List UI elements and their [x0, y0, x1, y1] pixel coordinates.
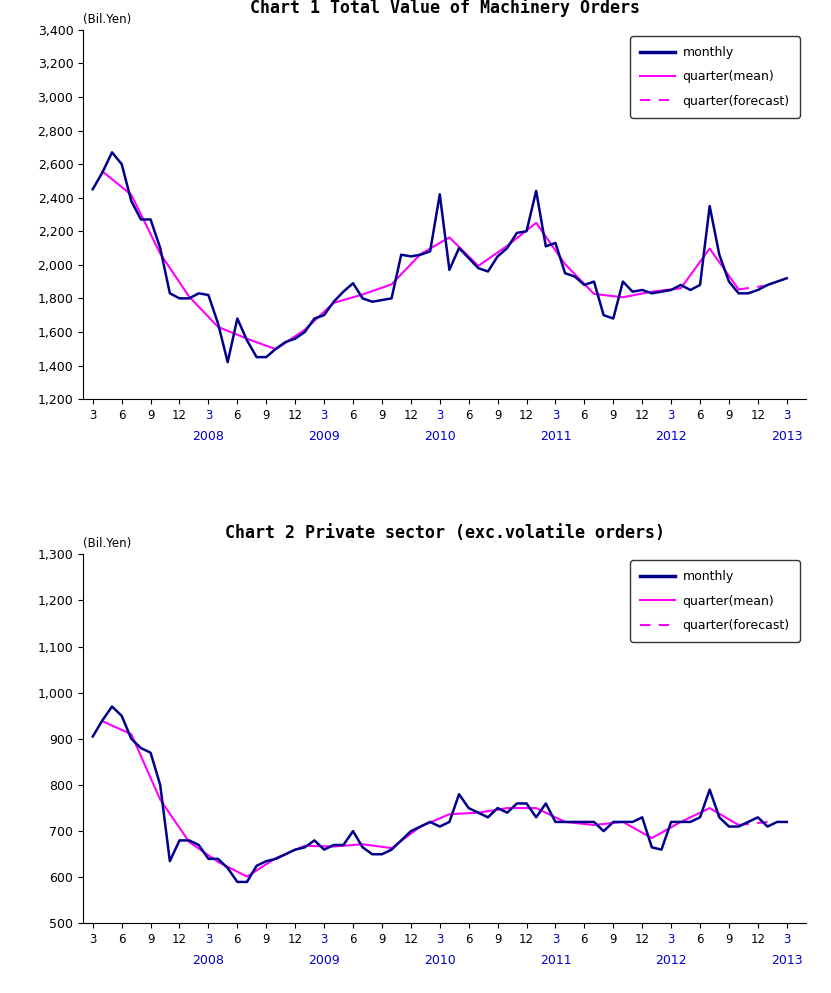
Legend: monthly, quarter(mean), quarter(forecast): monthly, quarter(mean), quarter(forecast… [630, 560, 799, 641]
Text: 2008: 2008 [193, 954, 224, 967]
Text: 2011: 2011 [539, 430, 571, 443]
Text: 2012: 2012 [656, 954, 687, 967]
Legend: monthly, quarter(mean), quarter(forecast): monthly, quarter(mean), quarter(forecast… [630, 36, 799, 117]
Text: (Bil.Yen): (Bil.Yen) [83, 537, 131, 550]
Text: 2010: 2010 [424, 954, 455, 967]
Title: Chart 2 Private sector (exc.volatile orders): Chart 2 Private sector (exc.volatile ord… [224, 523, 665, 541]
Text: 2009: 2009 [308, 954, 340, 967]
Text: (Bil.Yen): (Bil.Yen) [83, 13, 131, 26]
Text: 2010: 2010 [424, 430, 455, 443]
Text: 2012: 2012 [656, 430, 687, 443]
Text: 2009: 2009 [308, 430, 340, 443]
Text: 2013: 2013 [771, 954, 803, 967]
Text: 2011: 2011 [539, 954, 571, 967]
Text: 2013: 2013 [771, 430, 803, 443]
Text: 2008: 2008 [193, 430, 224, 443]
Title: Chart 1 Total Value of Machinery Orders: Chart 1 Total Value of Machinery Orders [249, 0, 640, 17]
